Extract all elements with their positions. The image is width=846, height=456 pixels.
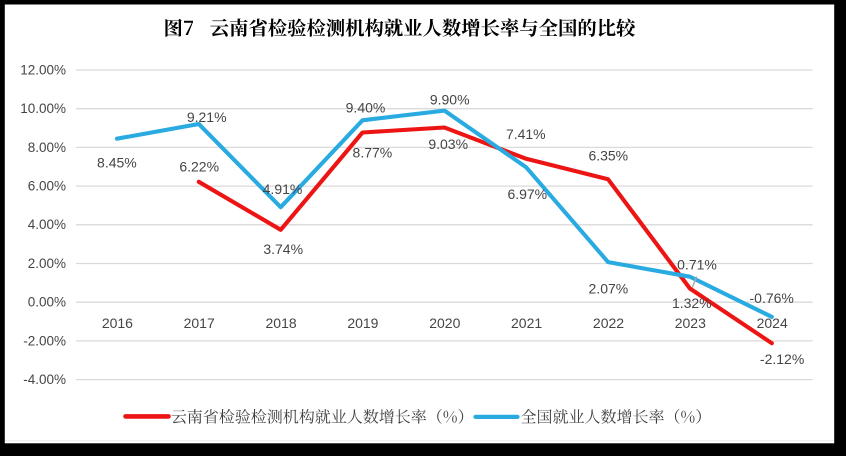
svg-text:9.21%: 9.21% [187,109,227,125]
svg-text:6.22%: 6.22% [179,158,219,174]
svg-text:2019: 2019 [347,315,378,331]
svg-text:6.35%: 6.35% [588,148,628,164]
svg-text:7.41%: 7.41% [506,126,546,142]
svg-text:9.40%: 9.40% [346,100,386,116]
svg-text:9.03%: 9.03% [428,136,468,152]
svg-text:4.91%: 4.91% [263,181,303,197]
svg-text:6.97%: 6.97% [507,186,547,202]
svg-text:2.07%: 2.07% [589,281,629,297]
svg-text:8.77%: 8.77% [353,144,393,160]
svg-text:2.00%: 2.00% [28,256,66,271]
svg-text:10.00%: 10.00% [20,101,66,116]
svg-text:9.90%: 9.90% [430,92,470,108]
svg-text:0.71%: 0.71% [677,257,717,273]
svg-text:-0.76%: -0.76% [750,290,794,306]
svg-text:-4.00%: -4.00% [23,372,66,387]
svg-text:2016: 2016 [102,315,133,331]
svg-text:2020: 2020 [429,315,460,331]
svg-text:-2.12%: -2.12% [760,351,804,367]
svg-text:12.00%: 12.00% [20,62,66,77]
svg-text:0.00%: 0.00% [28,295,66,310]
svg-text:2018: 2018 [266,315,297,331]
svg-text:2024: 2024 [757,315,788,331]
svg-text:8.45%: 8.45% [97,155,137,171]
svg-text:2021: 2021 [511,315,542,331]
svg-text:1.32%: 1.32% [672,295,712,311]
svg-text:2023: 2023 [675,315,706,331]
svg-text:2022: 2022 [593,315,624,331]
svg-text:8.00%: 8.00% [28,140,66,155]
svg-text:4.00%: 4.00% [28,217,66,232]
svg-text:2017: 2017 [184,315,215,331]
svg-text:3.74%: 3.74% [263,241,303,257]
svg-text:-2.00%: -2.00% [23,333,66,348]
svg-text:6.00%: 6.00% [28,179,66,194]
